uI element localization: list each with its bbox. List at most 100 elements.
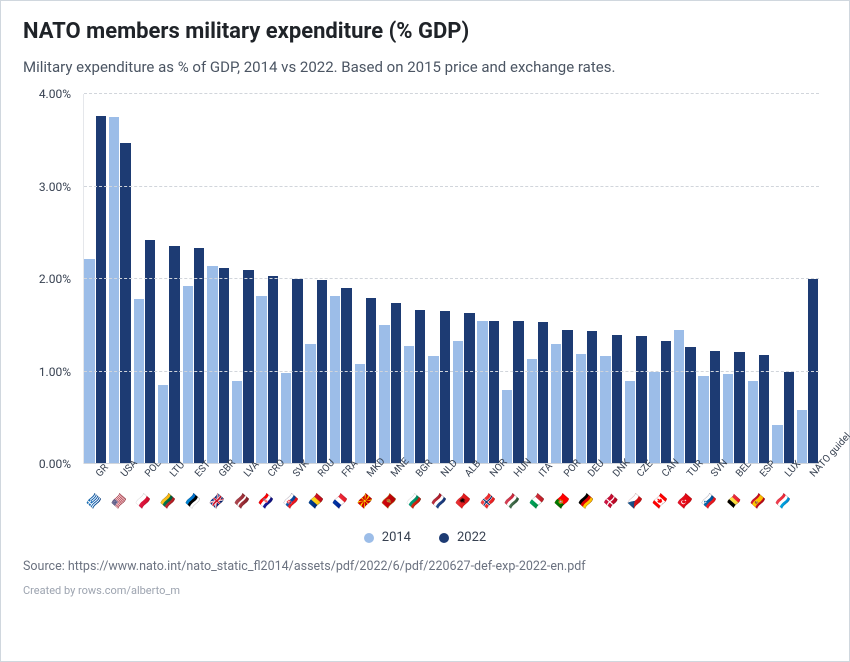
bar-2022	[194, 248, 204, 464]
x-label: NATO guidel…	[796, 466, 819, 524]
bar-group	[84, 94, 107, 464]
bar-2014	[158, 385, 168, 464]
bar-group	[575, 94, 598, 464]
x-label: FRA🇫🇷	[329, 466, 352, 524]
bar-2014	[84, 259, 94, 464]
y-tick-label: 0.00%	[39, 457, 71, 471]
x-label: POR🇵🇹	[550, 466, 573, 524]
bar-group	[182, 94, 205, 464]
x-label: CZE🇨🇿	[624, 466, 647, 524]
bar-group	[452, 94, 475, 464]
bar-2014	[232, 381, 242, 464]
bar-group	[526, 94, 549, 464]
bar-2022	[243, 270, 253, 464]
x-label: CAN🇨🇦	[649, 466, 672, 524]
bar-2022	[489, 321, 499, 464]
bar-2014	[600, 356, 610, 464]
bar-group	[551, 94, 574, 464]
bar-group	[600, 94, 623, 464]
plot-area	[83, 94, 819, 464]
bar-group	[747, 94, 770, 464]
bar-group	[281, 94, 304, 464]
x-label: USA🇺🇸	[108, 466, 131, 524]
flag-icon: 🇷🇴	[307, 493, 324, 511]
legend-label-2022: 2022	[457, 530, 486, 545]
flag-icon: 🇫🇷	[332, 493, 349, 511]
legend-dot-2022	[439, 533, 449, 543]
x-label: BEL🇧🇪	[722, 466, 745, 524]
bar-2022	[587, 331, 597, 464]
bar-2014	[502, 390, 512, 464]
bar-2014	[772, 425, 782, 464]
bar-2014	[134, 299, 144, 464]
bar-group	[109, 94, 132, 464]
bar-group	[256, 94, 279, 464]
x-label: BGR🇧🇬	[403, 466, 426, 524]
bar-2022	[440, 311, 450, 464]
bar-2022	[734, 352, 744, 464]
bar-2014	[207, 266, 217, 464]
bar-2022	[96, 116, 106, 464]
bar-2022	[784, 372, 794, 465]
x-label: NOR🇳🇴	[477, 466, 500, 524]
flag-icon: 🇮🇹	[528, 493, 545, 511]
y-axis: 0.00%1.00%2.00%3.00%4.00%	[23, 94, 79, 464]
x-label: HUN🇭🇺	[501, 466, 524, 524]
flag-icon: 🇳🇴	[479, 493, 496, 511]
flag-icon: 🇱🇺	[774, 493, 791, 511]
legend-item-2014: 2014	[364, 530, 411, 545]
bar-2014	[428, 356, 438, 464]
x-label: MNE🇲🇪	[378, 466, 401, 524]
bar-2014	[281, 373, 291, 464]
flag-icon: 🇨🇿	[627, 493, 644, 511]
bar-group	[502, 94, 525, 464]
flag-icon: 🇪🇸	[750, 493, 767, 511]
x-label: ALB🇦🇱	[452, 466, 475, 524]
bar-group	[649, 94, 672, 464]
flag-icon: 🇭🇷	[258, 493, 275, 511]
bar-group	[158, 94, 181, 464]
y-tick-label: 2.00%	[39, 272, 71, 286]
bar-2014	[477, 321, 487, 464]
bar-2014	[109, 117, 119, 464]
grid-line	[84, 371, 819, 372]
flag-icon: 🇲🇪	[381, 493, 398, 511]
x-label: MKD🇲🇰	[354, 466, 377, 524]
flag-icon: 🇬🇷	[86, 493, 103, 511]
flag-icon: 🇬🇧	[209, 493, 226, 511]
flag-icon: 🇩🇪	[578, 493, 595, 511]
flag-icon: 🇵🇱	[135, 493, 152, 511]
y-tick-label: 3.00%	[39, 180, 71, 194]
x-label: DEU🇩🇪	[575, 466, 598, 524]
bar-group	[772, 94, 795, 464]
chart-subtitle: Military expenditure as % of GDP, 2014 v…	[23, 58, 827, 76]
bar-2014	[330, 296, 340, 464]
bar-group	[428, 94, 451, 464]
x-label: NLD🇳🇱	[427, 466, 450, 524]
x-label: GBR🇬🇧	[206, 466, 229, 524]
bar-2014	[698, 376, 708, 464]
bar-2014	[649, 372, 659, 465]
bar-group	[231, 94, 254, 464]
bar-2014	[256, 296, 266, 464]
legend-dot-2014	[364, 533, 374, 543]
bar-2022	[219, 268, 229, 464]
x-label: ESP🇪🇸	[747, 466, 770, 524]
bar-2022	[292, 279, 302, 464]
flag-icon: 🇦🇱	[455, 493, 472, 511]
bar-2022	[538, 322, 548, 464]
bar-2014	[723, 374, 733, 464]
bar-2022	[710, 351, 720, 464]
bar-group	[698, 94, 721, 464]
bars-container	[84, 94, 819, 464]
bar-2014	[551, 344, 561, 464]
bar-group	[403, 94, 426, 464]
y-tick-label: 4.00%	[39, 87, 71, 101]
bar-2014	[379, 325, 389, 464]
bar-2014	[183, 286, 193, 464]
bar-2022	[562, 330, 572, 464]
chart-card: NATO members military expenditure (% GDP…	[0, 0, 850, 662]
bar-group	[330, 94, 353, 464]
bar-2014	[625, 381, 635, 464]
bar-group	[674, 94, 697, 464]
